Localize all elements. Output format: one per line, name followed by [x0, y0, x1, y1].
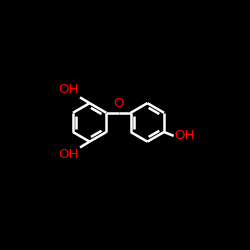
Text: OH: OH [175, 130, 195, 142]
Text: OH: OH [59, 148, 79, 162]
Text: O: O [113, 97, 124, 110]
Text: OH: OH [59, 84, 79, 96]
